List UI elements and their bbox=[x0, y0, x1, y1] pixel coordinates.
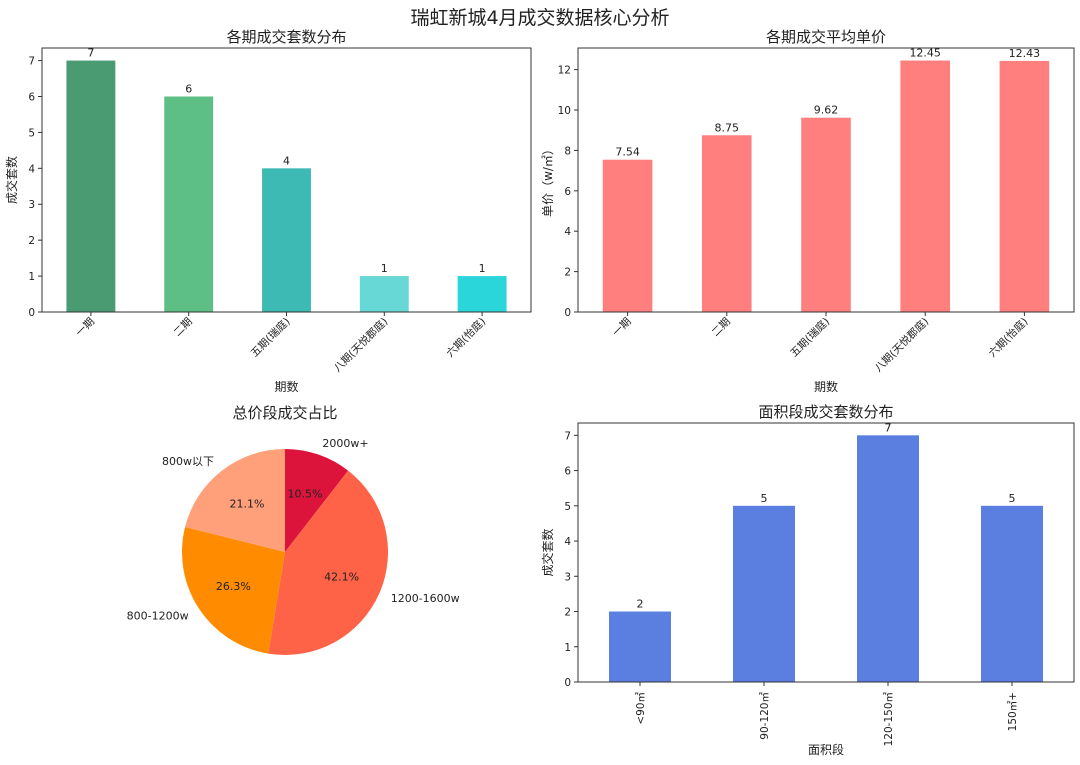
y-tick-label: 0 bbox=[564, 307, 571, 319]
x-tick-label: 一期 bbox=[74, 316, 97, 339]
bar bbox=[457, 276, 507, 312]
bar bbox=[857, 435, 919, 682]
chart-title: 各期成交套数分布 bbox=[226, 28, 346, 46]
y-tick-label: 6 bbox=[28, 91, 35, 103]
x-tick-label: 八期(天悦郡庭) bbox=[331, 315, 391, 375]
x-tick-label: <90㎡ bbox=[635, 692, 647, 725]
bar bbox=[801, 117, 851, 312]
data-label: 2 bbox=[637, 598, 644, 611]
y-tick-label: 2 bbox=[564, 267, 571, 279]
x-tick-label: 90-120㎡ bbox=[759, 692, 771, 740]
data-label: 7.54 bbox=[615, 146, 640, 159]
pie-slice bbox=[182, 527, 285, 654]
x-tick-label: 二期 bbox=[710, 316, 733, 339]
chart-title: 总价段成交占比 bbox=[232, 404, 337, 422]
pie-percent-label: 21.1% bbox=[229, 497, 264, 510]
pie-slice bbox=[268, 470, 389, 656]
data-label: 6 bbox=[185, 82, 192, 95]
chart-title: 各期成交平均单价 bbox=[766, 28, 886, 46]
bar bbox=[999, 60, 1050, 313]
y-tick-label: 5 bbox=[28, 127, 35, 139]
data-label: 4 bbox=[283, 154, 290, 167]
x-tick-label: 150㎡+ bbox=[1007, 692, 1019, 731]
figure-title: 瑞虹新城4月成交数据核心分析 bbox=[410, 7, 669, 29]
y-tick-label: 3 bbox=[28, 199, 35, 211]
y-axis-label: 成交套数 bbox=[4, 156, 19, 204]
pie-percent-label: 10.5% bbox=[288, 488, 323, 501]
pie-category-label: 2000w+ bbox=[322, 437, 368, 450]
bar bbox=[66, 60, 116, 313]
y-tick-label: 4 bbox=[564, 226, 571, 238]
y-tick-label: 6 bbox=[564, 186, 571, 198]
phase-price-chart: 7.54 8.75 9.62 12.45 12.43 0 2 4 6 8 10 12 一期 二期 五期(瑞庭… bbox=[541, 28, 1075, 394]
y-tick-label: 10 bbox=[558, 105, 571, 117]
x-tick-label: 六期(怡庭) bbox=[444, 315, 489, 360]
y-tick-label: 2 bbox=[28, 235, 35, 247]
x-axis-label: 期数 bbox=[274, 379, 298, 394]
y-tick-label: 0 bbox=[564, 677, 571, 689]
bar bbox=[359, 276, 409, 312]
x-tick-label: 120-150㎡ bbox=[883, 692, 895, 747]
x-axis-label: 期数 bbox=[814, 379, 838, 394]
data-label: 1 bbox=[479, 262, 486, 275]
y-tick-label: 2 bbox=[564, 607, 571, 619]
bar bbox=[602, 159, 653, 312]
y-tick-label: 7 bbox=[564, 430, 571, 442]
bar bbox=[609, 611, 671, 682]
bar bbox=[164, 96, 214, 312]
pie-percent-label: 42.1% bbox=[324, 571, 359, 584]
data-label: 9.62 bbox=[814, 104, 839, 117]
data-label: 7 bbox=[885, 421, 892, 434]
x-tick-label: 一期 bbox=[610, 316, 633, 339]
data-label: 7 bbox=[87, 47, 94, 60]
pie-category-label: 1200-1600w bbox=[391, 592, 460, 605]
bar bbox=[900, 60, 950, 313]
x-tick-label: 五期(瑞庭) bbox=[787, 315, 832, 360]
y-tick-label: 3 bbox=[564, 571, 571, 583]
pie-slice bbox=[185, 449, 285, 552]
data-label: 5 bbox=[1009, 492, 1016, 505]
pie-slice bbox=[285, 449, 349, 552]
x-axis-label: 面积段 bbox=[808, 742, 844, 757]
x-tick-label: 八期(天悦郡庭) bbox=[872, 315, 932, 375]
data-label: 1 bbox=[381, 262, 388, 275]
data-label: 12.45 bbox=[909, 47, 941, 60]
x-tick-label: 五期(瑞庭) bbox=[248, 315, 293, 360]
phase-count-chart: 7 6 4 1 1 0 1 2 3 4 5 6 7 一期 二期 五期(瑞庭) 八期(天悦郡庭) 六期(怡庭) 各期成… bbox=[4, 28, 532, 394]
y-axis-label: 单价（w/㎡） bbox=[541, 143, 555, 217]
bar bbox=[981, 505, 1043, 682]
y-tick-label: 4 bbox=[28, 163, 35, 175]
y-tick-label: 7 bbox=[28, 56, 35, 68]
pie-category-label: 800w以下 bbox=[162, 455, 214, 468]
data-label: 8.75 bbox=[715, 121, 740, 134]
y-tick-label: 6 bbox=[564, 466, 571, 478]
bar bbox=[702, 135, 752, 312]
y-tick-label: 4 bbox=[564, 536, 571, 548]
pie-percent-label: 26.3% bbox=[216, 580, 251, 593]
x-tick-label: 二期 bbox=[171, 316, 194, 339]
data-label: 5 bbox=[761, 492, 768, 505]
x-tick-label: 六期(怡庭) bbox=[986, 315, 1031, 360]
bar bbox=[733, 505, 795, 682]
price-range-pie-chart: 总价段成交占比 10.5% 2000w+ 42.1% 1200-1600w 26.3% 80… bbox=[127, 404, 460, 656]
axes-frame bbox=[577, 422, 1075, 683]
y-tick-label: 12 bbox=[558, 65, 571, 77]
y-tick-label: 5 bbox=[564, 501, 571, 513]
pie-category-label: 800-1200w bbox=[127, 609, 189, 622]
y-tick-label: 8 bbox=[564, 145, 571, 157]
bar bbox=[262, 168, 311, 312]
chart-title: 面积段成交套数分布 bbox=[758, 403, 893, 421]
data-label: 12.43 bbox=[1009, 47, 1041, 60]
y-axis-label: 成交套数 bbox=[540, 528, 555, 576]
y-tick-label: 1 bbox=[28, 271, 35, 283]
y-tick-label: 1 bbox=[564, 642, 571, 654]
y-tick-label: 0 bbox=[28, 307, 35, 319]
